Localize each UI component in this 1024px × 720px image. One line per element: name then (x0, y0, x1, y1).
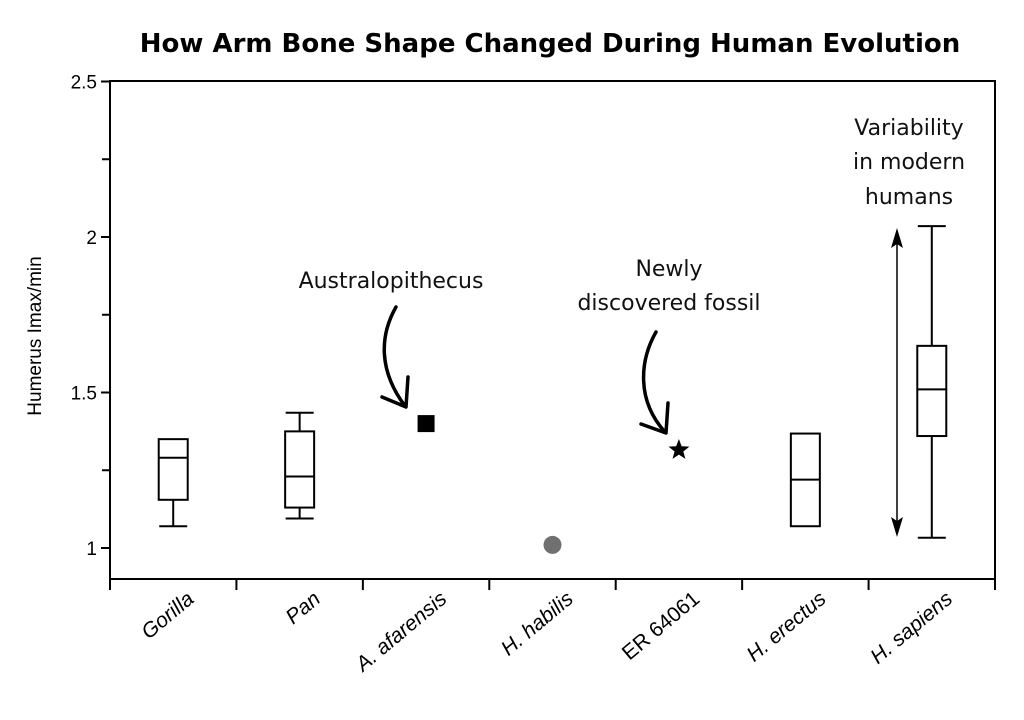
plot-series (157, 225, 948, 554)
arrowhead-icon (639, 401, 670, 435)
series-a-afarensis (417, 415, 435, 433)
series-er-64061 (668, 439, 690, 459)
annotation-variability-line1: Variability (854, 116, 963, 141)
iqr-box (284, 430, 316, 509)
star-marker-icon (668, 439, 690, 459)
annotation-newly-discovered: Newly discovered fossil (577, 257, 761, 435)
annotation-newly-line1: Newly (635, 257, 702, 282)
y-tick-label: 1.5 (71, 384, 97, 405)
y-tick-label: 1 (86, 539, 97, 560)
annotation-variability-line3: humans (865, 185, 953, 210)
chart-title: How Arm Bone Shape Changed During Human … (140, 29, 960, 59)
arrow-up-icon (891, 228, 903, 248)
series-h-sapiens (916, 225, 948, 539)
plot-frame (109, 80, 996, 580)
annotation-australopithecus: Australopithecus (299, 269, 484, 409)
series-gorilla (157, 438, 189, 528)
circle-marker-icon (543, 535, 562, 554)
x-category-label: ER 64061 (618, 587, 704, 665)
x-category-label: H. sapiens (866, 587, 957, 669)
square-marker-icon (417, 415, 435, 433)
x-axis-labels: Gorilla Pan A. afarensis H. habilis ER 64061… (137, 587, 957, 678)
iqr-box (157, 438, 189, 501)
x-category-label: A. afarensis (350, 587, 452, 678)
iqr-box (916, 344, 948, 438)
y-tick-label: 2 (86, 228, 97, 249)
curved-arrow-icon (641, 330, 667, 434)
x-category-label: Gorilla (137, 587, 198, 644)
series-h-habilis (543, 535, 562, 554)
annotation-newly-line2: discovered fossil (577, 291, 760, 316)
annotation-variability-line2: in modern (853, 150, 965, 175)
series-pan (284, 411, 316, 520)
curved-arrow-icon (382, 305, 407, 408)
annotation-australopithecus-text: Australopithecus (299, 269, 484, 294)
x-axis-ticks (109, 579, 996, 590)
arrowhead-icon (380, 375, 410, 409)
x-category-label: Pan (281, 587, 324, 629)
y-axis-ticks: 1 1.5 2 2.5 (71, 73, 110, 560)
y-axis-label: Humerus Imax/min (25, 256, 46, 415)
x-category-label: H. erectus (742, 587, 830, 666)
series-h-erectus (789, 432, 821, 528)
x-category-label: H. habilis (497, 587, 578, 660)
annotation-variability: Variability in modern humans (853, 116, 965, 537)
y-tick-label: 2.5 (71, 73, 97, 94)
arrow-down-icon (891, 517, 903, 537)
